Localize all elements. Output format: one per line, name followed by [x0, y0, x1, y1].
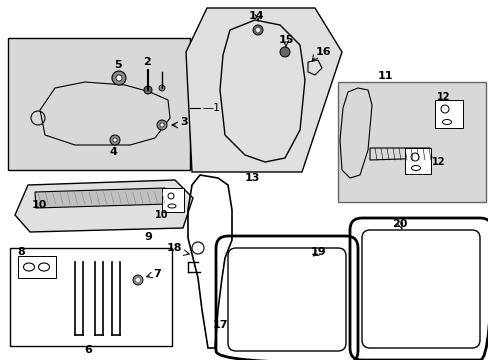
Circle shape: [256, 28, 260, 32]
Text: 9: 9: [144, 232, 152, 242]
Bar: [8, 38, 190, 170]
Circle shape: [252, 25, 263, 35]
Circle shape: [110, 135, 120, 145]
Circle shape: [133, 275, 142, 285]
Text: 20: 20: [391, 219, 407, 229]
Text: 10: 10: [155, 210, 168, 220]
Circle shape: [116, 75, 122, 81]
Text: 12: 12: [436, 92, 449, 102]
Circle shape: [160, 123, 163, 127]
Bar: [434, 100, 462, 128]
Polygon shape: [35, 188, 168, 208]
Text: 15: 15: [278, 35, 293, 45]
Text: 10: 10: [32, 200, 47, 210]
Text: 3: 3: [180, 117, 187, 127]
Bar: [18, 256, 56, 278]
Circle shape: [112, 71, 126, 85]
Text: 7: 7: [153, 269, 161, 279]
Text: 8: 8: [17, 247, 25, 257]
Text: 12: 12: [431, 157, 445, 167]
Text: 2: 2: [143, 57, 151, 67]
Bar: [10, 248, 172, 346]
Text: 6: 6: [84, 345, 92, 355]
Text: 13: 13: [244, 173, 259, 183]
Text: 17: 17: [212, 320, 227, 330]
Circle shape: [280, 47, 289, 57]
Bar: [162, 188, 183, 212]
Text: 16: 16: [315, 47, 331, 57]
Text: 11: 11: [376, 71, 392, 81]
Circle shape: [159, 85, 164, 91]
Polygon shape: [15, 180, 193, 232]
Text: 14: 14: [249, 11, 264, 21]
Text: 5: 5: [114, 60, 122, 70]
Bar: [404, 148, 430, 174]
Bar: [337, 82, 485, 202]
Circle shape: [157, 120, 167, 130]
Text: —1: —1: [202, 103, 220, 113]
Circle shape: [113, 138, 117, 142]
Text: 18: 18: [166, 243, 182, 253]
Circle shape: [143, 86, 152, 94]
Text: 19: 19: [309, 247, 325, 257]
Text: 4: 4: [109, 147, 117, 157]
Polygon shape: [185, 8, 341, 172]
Circle shape: [136, 278, 140, 282]
